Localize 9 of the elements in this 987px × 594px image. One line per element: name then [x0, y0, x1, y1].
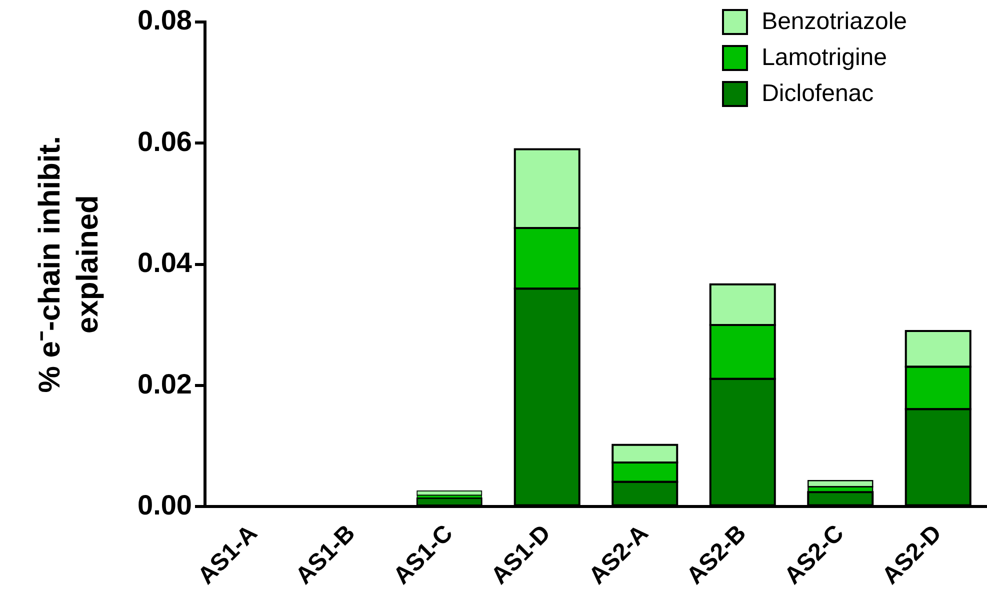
y-tick-label: 0.04 — [138, 247, 192, 278]
y-axis-title: % e⁻-chain inhibit. explained — [33, 136, 104, 393]
legend-label: Diclofenac — [762, 80, 874, 108]
legend-label: Benzotriazole — [762, 8, 907, 36]
y-tick-label: 0.02 — [138, 368, 192, 400]
y-tick-label: 0.00 — [138, 489, 192, 520]
y-tick-label: 0.06 — [138, 126, 192, 157]
legend-label: Lamotrigine — [762, 44, 887, 72]
y-tick-label: 0.08 — [138, 4, 192, 36]
